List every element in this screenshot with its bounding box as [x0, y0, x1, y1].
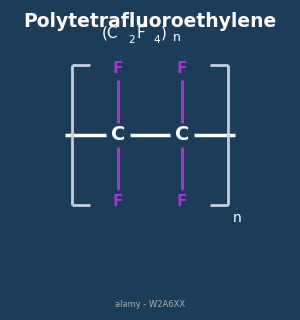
- Text: n: n: [173, 31, 181, 44]
- Text: 2: 2: [128, 35, 135, 45]
- Text: F: F: [113, 61, 123, 76]
- Text: C: C: [111, 125, 125, 144]
- Text: F: F: [177, 61, 187, 76]
- Text: F: F: [177, 194, 187, 209]
- Text: Polytetrafluoroethylene: Polytetrafluoroethylene: [23, 12, 277, 31]
- Text: (C: (C: [102, 26, 119, 41]
- Text: n: n: [233, 211, 242, 225]
- Text: F: F: [113, 194, 123, 209]
- Text: ): ): [161, 26, 167, 41]
- Text: F: F: [136, 26, 145, 41]
- Text: alamy - W2A6XX: alamy - W2A6XX: [115, 300, 185, 309]
- Text: 4: 4: [153, 35, 160, 45]
- Text: C: C: [175, 125, 189, 144]
